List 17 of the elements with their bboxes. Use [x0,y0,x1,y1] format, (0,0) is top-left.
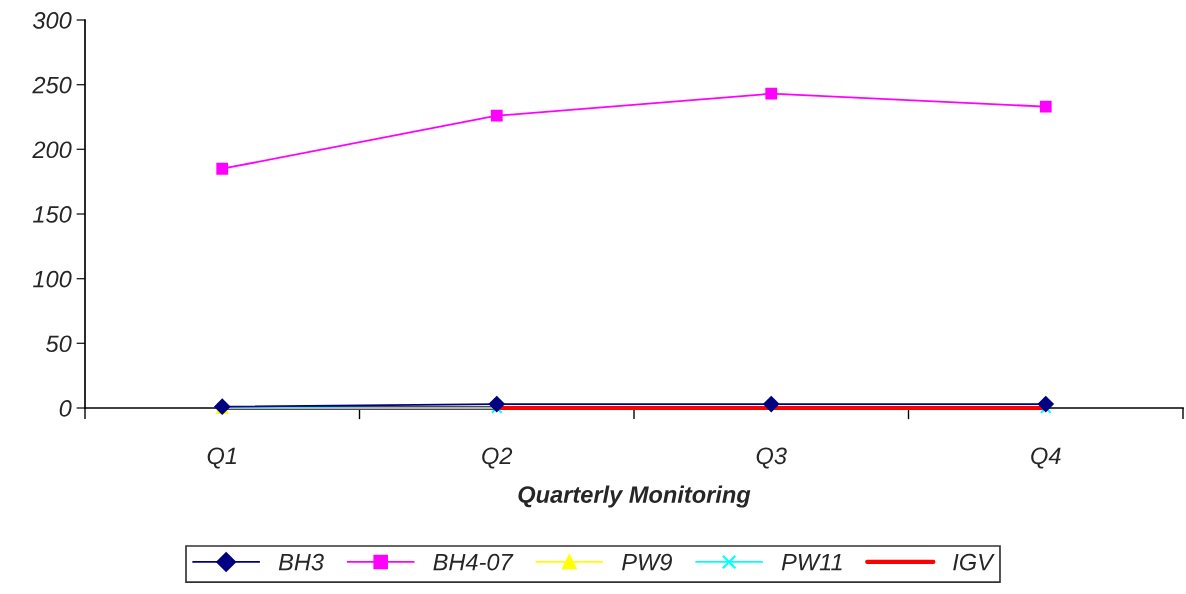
legend-label: IGV [953,553,995,571]
legend-label: BH4-07 [433,553,514,571]
y-tick-label: 0 [59,400,72,417]
legend-label: BH3 [278,553,324,571]
y-tick-label: 200 [32,141,72,159]
x-axis-title: Quarterly Monitoring [518,485,751,508]
y-tick-label: 250 [32,76,72,94]
y-tick-label: 50 [46,335,72,353]
legend-label: PW11 [781,553,842,571]
legend-label: PW9 [622,553,672,571]
y-tick-label: 100 [33,270,72,288]
y-tick-label: 300 [32,12,72,29]
x-tick-label: Q4 [1031,447,1061,469]
x-tick-label: Q2 [482,447,513,469]
y-tick-label: 150 [33,206,72,223]
x-tick-label: Q1 [207,447,237,469]
x-tick-label: Q3 [756,447,787,469]
